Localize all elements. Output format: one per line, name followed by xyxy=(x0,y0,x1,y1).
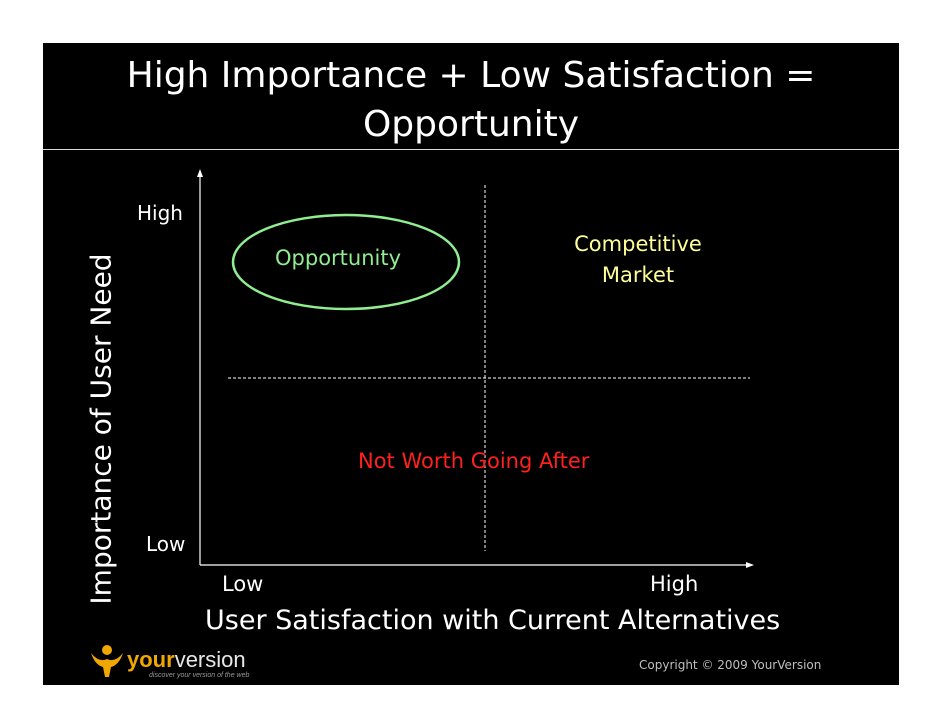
competitive-market-label: Competitive Market xyxy=(574,232,702,287)
opportunity-ellipse xyxy=(231,213,461,311)
x-axis-arrow xyxy=(746,562,754,568)
y-axis-label: Importance of User Need xyxy=(84,253,118,605)
not-worth-label: Not Worth Going After xyxy=(358,449,590,473)
yourversion-logo: yourversion discover your version of the… xyxy=(89,643,319,681)
title-line-1: High Importance + Low Satisfaction = xyxy=(126,55,816,96)
y-axis-low-label: Low xyxy=(146,532,186,556)
x-axis-high-label: High xyxy=(650,572,699,596)
copyright-text: Copyright © 2009 YourVersion xyxy=(639,658,822,672)
slide-title: High Importance + Low Satisfaction = Opp… xyxy=(43,51,899,149)
opportunity-label: Opportunity xyxy=(275,246,402,270)
person-icon xyxy=(91,645,123,677)
slide: High Importance + Low Satisfaction = Opp… xyxy=(43,43,899,685)
logo-word-version: version xyxy=(174,647,246,672)
title-divider xyxy=(43,149,899,150)
logo-tagline: discover your version of the web xyxy=(149,672,250,679)
x-axis-label: User Satisfaction with Current Alternati… xyxy=(205,605,781,636)
logo-word-your: your xyxy=(127,647,175,672)
logo-wordmark: yourversion xyxy=(127,647,246,673)
y-axis-arrow xyxy=(197,169,203,177)
title-line-2: Opportunity xyxy=(362,104,580,145)
x-axis-low-label: Low xyxy=(222,572,264,596)
matrix-diagram xyxy=(197,169,754,568)
y-axis-high-label: High xyxy=(137,201,183,225)
